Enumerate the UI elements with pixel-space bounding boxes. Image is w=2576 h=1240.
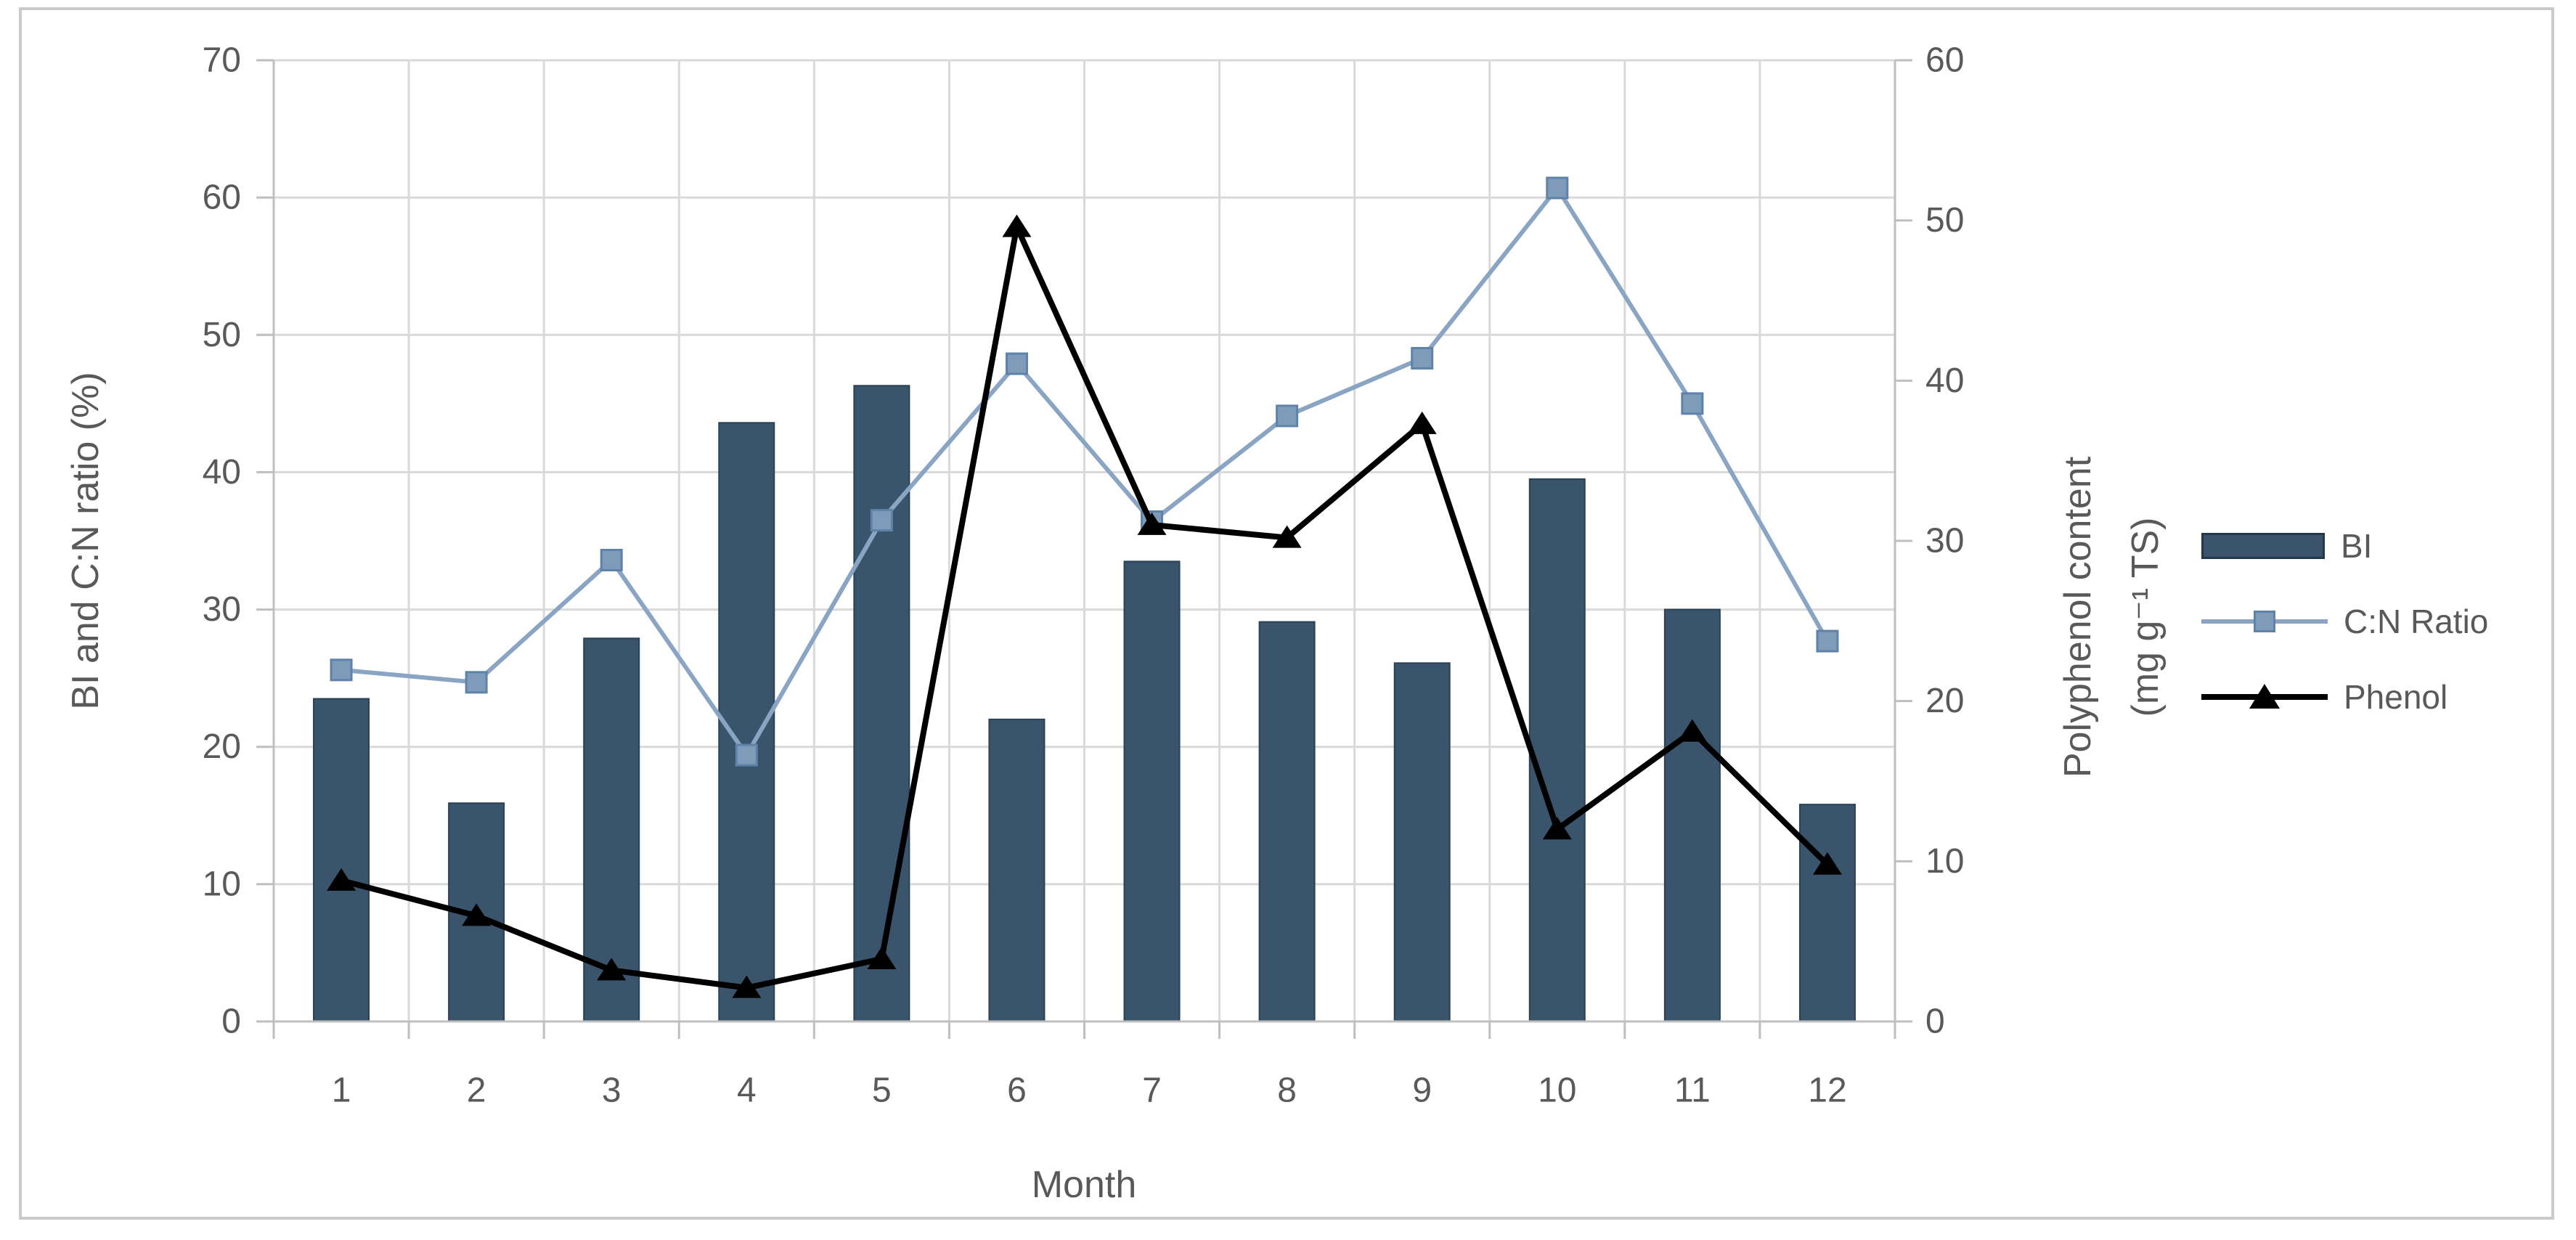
right-tick-label: 10 <box>1925 842 1964 881</box>
x-axis-title: Month <box>1032 1164 1137 1206</box>
month-tick-label: 5 <box>872 1072 892 1110</box>
month-tick-label: 4 <box>737 1072 757 1110</box>
phenol-marker-month-10 <box>1542 817 1572 840</box>
month-tick-label: 1 <box>332 1072 351 1110</box>
left-tick-label: 60 <box>203 179 241 217</box>
right-tick-label: 40 <box>1925 362 1964 400</box>
month-tick-label: 6 <box>1007 1072 1027 1110</box>
axis-lines <box>256 59 1912 1039</box>
cn-marker-month-5 <box>870 509 893 532</box>
phenol-marker-month-4 <box>732 975 762 998</box>
left-axis-title: BI and C:N ratio (%) <box>65 372 107 709</box>
phenol-marker-month-2 <box>462 903 492 926</box>
legend-item-phenol: Phenol <box>2201 678 2488 716</box>
bar-month-9 <box>1393 662 1451 1023</box>
right-tick-label: 20 <box>1925 682 1964 720</box>
right-tick-label: 0 <box>1925 1003 1945 1041</box>
right-axis-title-line1: Polyphenol content <box>2057 456 2099 778</box>
phenol-line-swatch-icon <box>2201 681 2328 713</box>
bar-month-3 <box>583 637 640 1022</box>
cn-line-swatch-icon <box>2201 605 2328 637</box>
cn-marker-month-8 <box>1276 404 1299 428</box>
cn-marker-month-12 <box>1816 629 1839 653</box>
bar-month-5 <box>853 385 910 1022</box>
right-tick-label: 30 <box>1925 522 1964 560</box>
legend-label-phenol: Phenol <box>2344 678 2448 716</box>
left-tick-label: 30 <box>203 590 241 629</box>
phenol-marker-month-1 <box>327 868 356 891</box>
cn-marker-month-11 <box>1681 392 1704 415</box>
phenol-marker-month-9 <box>1407 411 1437 434</box>
cn-marker-month-3 <box>600 548 623 571</box>
cn-marker-month-6 <box>1005 352 1028 375</box>
month-tick-label: 10 <box>1538 1072 1576 1110</box>
line-series <box>327 176 1842 998</box>
phenol-marker-month-8 <box>1272 525 1302 548</box>
bar-month-10 <box>1528 478 1586 1022</box>
cn-ratio-line <box>341 184 1830 759</box>
left-tick-label: 0 <box>221 1003 241 1041</box>
phenol-marker-month-7 <box>1137 512 1167 535</box>
month-tick-label: 2 <box>467 1072 486 1110</box>
cn-marker-month-10 <box>1546 176 1569 200</box>
cn-marker-month-1 <box>330 658 353 682</box>
left-tick-label: 40 <box>203 453 241 491</box>
legend: BI C:N Ratio Phenol <box>2201 527 2488 756</box>
phenol-marker-month-5 <box>867 946 897 969</box>
month-tick-label: 7 <box>1142 1072 1162 1110</box>
month-tick-label: 12 <box>1808 1072 1846 1110</box>
right-tick-label: 60 <box>1925 41 1964 80</box>
bar-month-12 <box>1798 804 1856 1022</box>
bar-series <box>313 385 1856 1023</box>
left-tick-label: 50 <box>203 316 241 354</box>
bi-bar-swatch-icon <box>2201 533 2325 559</box>
cn-marker-month-9 <box>1411 346 1434 370</box>
legend-label-cn-ratio: C:N Ratio <box>2344 603 2489 640</box>
month-tick-label: 8 <box>1277 1072 1297 1110</box>
cn-marker-month-4 <box>735 743 758 767</box>
left-tick-label: 10 <box>203 865 241 903</box>
phenol-line <box>341 217 1830 991</box>
right-tick-label: 50 <box>1925 201 1964 240</box>
phenol-marker-month-11 <box>1677 719 1707 742</box>
bar-month-11 <box>1663 608 1721 1022</box>
phenol-marker-month-6 <box>1002 214 1032 237</box>
month-tick-label: 11 <box>1674 1072 1711 1110</box>
bar-month-1 <box>313 698 370 1022</box>
month-tick-label: 9 <box>1412 1072 1432 1110</box>
cn-marker-month-2 <box>465 671 488 694</box>
phenol-marker-month-3 <box>597 958 627 981</box>
legend-item-cn-ratio: C:N Ratio <box>2201 603 2488 640</box>
legend-label-bi: BI <box>2341 527 2373 565</box>
bar-month-6 <box>988 718 1046 1023</box>
right-axis-title-line2: (mg g⁻¹ TS) <box>2124 518 2167 717</box>
left-tick-label: 20 <box>203 727 241 766</box>
month-tick-label: 3 <box>602 1072 621 1110</box>
bar-month-8 <box>1258 621 1316 1022</box>
gridlines <box>272 59 1896 1023</box>
left-tick-label: 70 <box>203 41 241 80</box>
phenol-marker-month-12 <box>1812 852 1842 875</box>
legend-item-bi: BI <box>2201 527 2488 565</box>
bar-month-7 <box>1123 560 1181 1022</box>
